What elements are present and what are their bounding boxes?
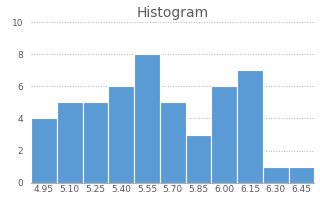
Bar: [212, 86, 237, 183]
Bar: [31, 118, 57, 183]
Bar: [263, 167, 289, 183]
Bar: [237, 70, 263, 183]
Bar: [134, 54, 160, 183]
Bar: [83, 102, 108, 183]
Bar: [160, 102, 186, 183]
Title: Histogram: Histogram: [137, 6, 209, 20]
Bar: [289, 167, 315, 183]
Bar: [186, 134, 212, 183]
Bar: [108, 86, 134, 183]
Bar: [57, 102, 83, 183]
